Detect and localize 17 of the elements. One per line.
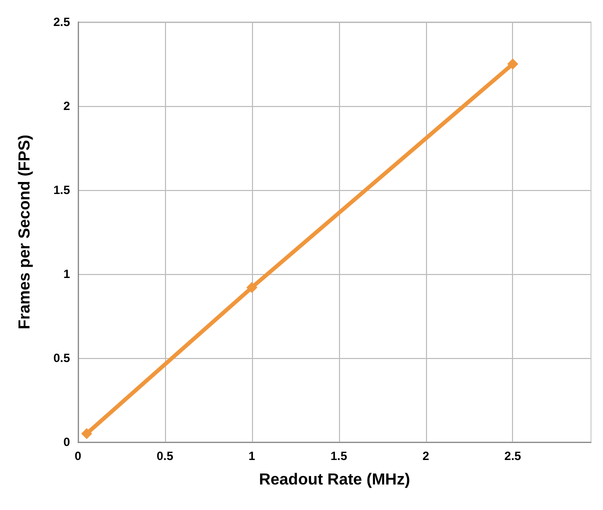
y-tick-label: 1 — [63, 267, 70, 281]
point — [246, 282, 258, 293]
x-tick-label: 1.5 — [330, 449, 348, 463]
y-tick-label: 2.5 — [53, 15, 70, 29]
y-tick-label: 0.5 — [53, 351, 70, 365]
x-tick-label: 0 — [74, 449, 82, 463]
x-axis-title: Readout Rate (MHz) — [258, 472, 410, 488]
y-axis-title: Frames per Second (FPS) — [16, 134, 34, 330]
x-tick-label: 2.5 — [504, 449, 522, 463]
x-tick-label: 2 — [422, 449, 430, 463]
y-tick-label: 0 — [63, 435, 70, 449]
x-tick-label: 1 — [248, 449, 256, 463]
y-tick-label: 1.5 — [53, 183, 70, 197]
point — [507, 58, 518, 70]
y-tick-label: 2 — [63, 99, 70, 113]
point — [81, 428, 92, 440]
x-tick-label: 0.5 — [156, 449, 174, 463]
